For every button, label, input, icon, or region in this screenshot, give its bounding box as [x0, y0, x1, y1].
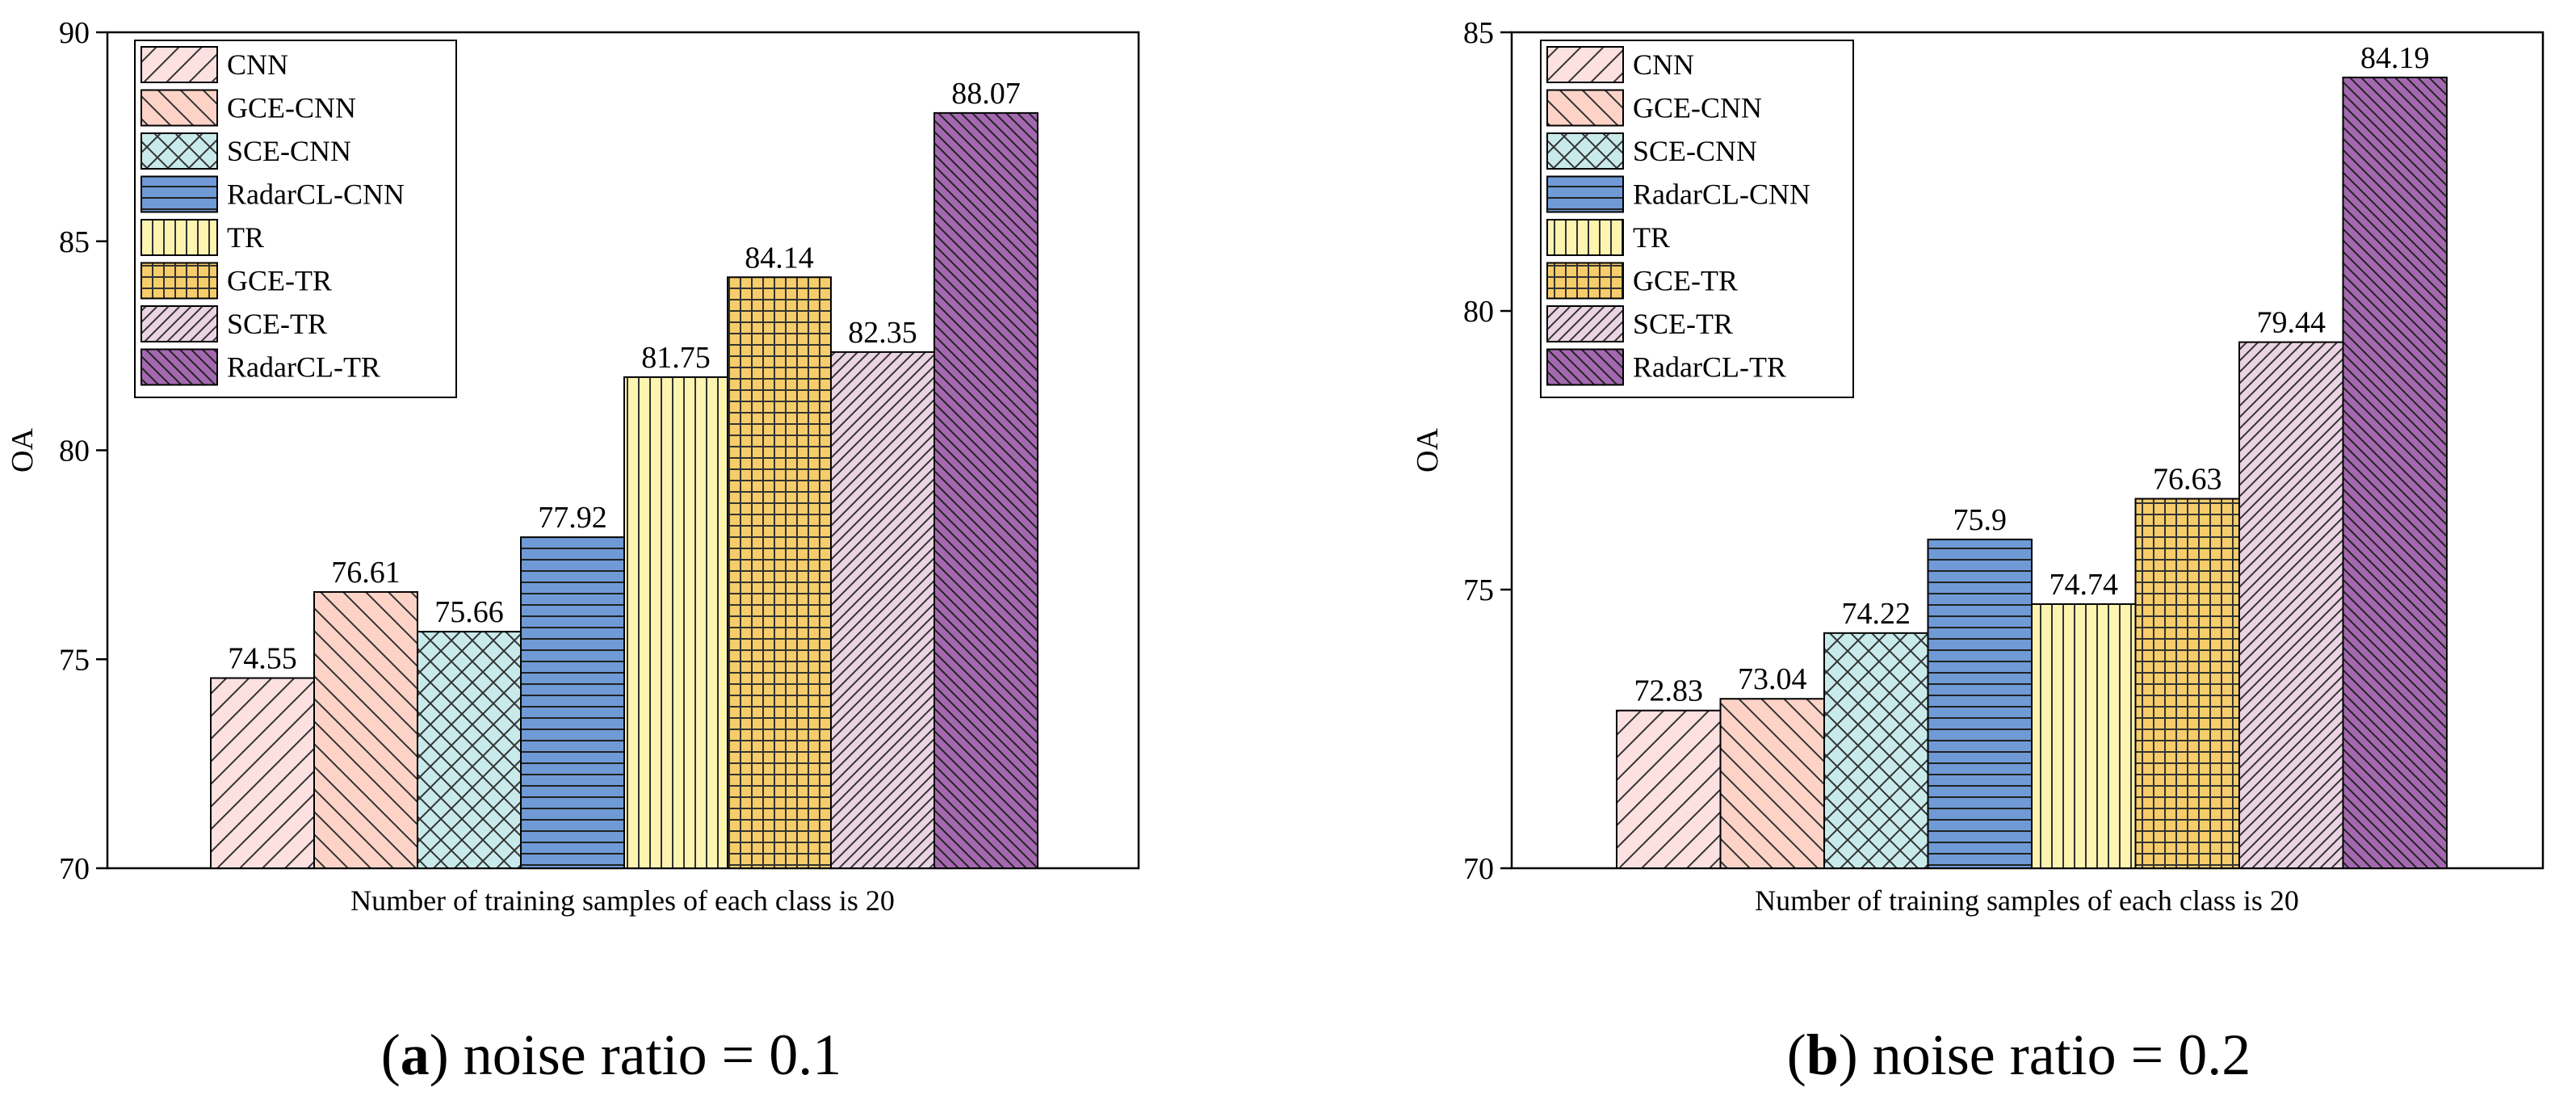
- y-tick-label: 85: [59, 225, 90, 259]
- panel-caption: (a) noise ratio = 0.1: [381, 1023, 842, 1087]
- y-tick-label: 85: [1463, 16, 1494, 50]
- legend-swatch: [1546, 262, 1624, 300]
- chart-panel-a: 70 75 80 85 90 OA 74.55 76.61 75.66 77.92 81.75 84.…: [6, 16, 1140, 1087]
- y-axis-label: OA: [6, 428, 40, 472]
- x-axis-label: Number of training samples of each class…: [350, 884, 895, 917]
- y-tick-label: 80: [59, 435, 90, 468]
- legend-label: SCE-TR: [227, 308, 327, 340]
- panel-letter: a: [401, 1023, 430, 1087]
- panel-letter: b: [1806, 1023, 1839, 1087]
- legend-swatch: [1546, 305, 1624, 342]
- bar-radarcl-cnn: [1927, 538, 2033, 870]
- bar-cnn: [210, 677, 315, 869]
- bar-sce-tr: [2238, 341, 2344, 869]
- bar-gce-tr: [2134, 498, 2240, 870]
- bar-value-label: 74.74: [2049, 568, 2119, 602]
- bar-gce-tr: [727, 276, 832, 869]
- legend-swatch: [1546, 89, 1624, 127]
- x-axis-label: Number of training samples of each class…: [1755, 884, 2299, 917]
- legend-label: TR: [227, 221, 264, 254]
- bar-tr: [623, 376, 728, 869]
- y-tick-label: 75: [1463, 573, 1494, 607]
- panel-caption-text: noise ratio = 0.2: [1873, 1023, 2251, 1087]
- legend-label: RadarCL-CNN: [227, 178, 405, 211]
- bar-sce-cnn: [1823, 632, 1929, 869]
- y-tick-label: 90: [59, 16, 90, 50]
- legend-swatch: [1546, 175, 1624, 213]
- bar-value-label: 75.66: [434, 595, 504, 629]
- legend-label: GCE-TR: [1633, 265, 1738, 297]
- legend-label: RadarCL-TR: [227, 351, 380, 384]
- legend-swatch: [1546, 348, 1624, 386]
- legend-label: SCE-CNN: [227, 135, 351, 167]
- legend-label: SCE-CNN: [1633, 135, 1757, 167]
- bar-value-label: 88.07: [951, 77, 1021, 111]
- panel-caption-text: noise ratio = 0.1: [464, 1023, 842, 1087]
- legend-swatch: [141, 262, 218, 300]
- legend-label: GCE-CNN: [227, 92, 356, 124]
- legend-label: CNN: [1633, 48, 1694, 81]
- legend: CNN GCE-CNN SCE-CNN RadarCL-CNN TR GCE-TR SCE-…: [134, 40, 457, 398]
- bar-value-label: 76.63: [2153, 463, 2222, 497]
- chart-panel-b: 70 75 80 85 OA 72.83 73.04 74.22 75.9 74.74 76.63 7…: [1411, 16, 2545, 1087]
- y-tick-label: 80: [1463, 295, 1494, 329]
- bar-gce-cnn: [1719, 698, 1825, 869]
- legend-swatch: [141, 175, 218, 213]
- panel-caption: (b) noise ratio = 0.2: [1787, 1023, 2251, 1087]
- bar-radarcl-tr: [2342, 76, 2448, 869]
- bar-sce-cnn: [417, 631, 522, 869]
- y-tick-label: 70: [1463, 852, 1494, 886]
- bar-value-label: 74.55: [228, 642, 297, 676]
- legend-swatch: [141, 89, 218, 127]
- bar-value-label: 79.44: [2257, 306, 2326, 340]
- legend-label: TR: [1633, 221, 1670, 254]
- bar-value-label: 84.14: [745, 241, 814, 275]
- legend-swatch: [141, 348, 218, 386]
- y-axis-label: OA: [1411, 428, 1445, 472]
- bar-radarcl-tr: [933, 111, 1038, 869]
- bar-radarcl-cnn: [520, 536, 625, 869]
- y-tick-label: 75: [59, 643, 90, 677]
- legend-label: GCE-CNN: [1633, 92, 1762, 124]
- legend-swatch: [1546, 219, 1624, 256]
- bar-value-label: 75.9: [1953, 503, 2008, 537]
- legend-label: RadarCL-CNN: [1633, 178, 1810, 211]
- bar-sce-tr: [830, 351, 935, 869]
- legend-label: RadarCL-TR: [1633, 351, 1786, 384]
- bar-tr: [2031, 603, 2137, 869]
- bar-value-label: 74.22: [1842, 597, 1911, 631]
- bar-value-label: 73.04: [1738, 662, 1807, 696]
- bar-cnn: [1616, 709, 1722, 869]
- bar-value-label: 72.83: [1634, 674, 1704, 708]
- bar-gce-cnn: [313, 590, 418, 869]
- legend-swatch: [1546, 132, 1624, 170]
- legend-swatch: [141, 46, 218, 83]
- legend-swatch: [141, 132, 218, 170]
- bar-value-label: 77.92: [538, 501, 607, 535]
- bar-value-label: 82.35: [848, 316, 917, 350]
- y-tick-label: 70: [59, 852, 90, 886]
- legend-swatch: [1546, 46, 1624, 83]
- legend-swatch: [141, 219, 218, 256]
- legend-label: GCE-TR: [227, 265, 332, 297]
- legend-label: CNN: [227, 48, 288, 81]
- legend: CNN GCE-CNN SCE-CNN RadarCL-CNN TR GCE-TR SCE-…: [1540, 40, 1854, 398]
- bar-value-label: 81.75: [641, 341, 711, 375]
- legend-label: SCE-TR: [1633, 308, 1733, 340]
- legend-swatch: [141, 305, 218, 342]
- bar-value-label: 84.19: [2360, 41, 2430, 75]
- bar-value-label: 76.61: [331, 556, 401, 590]
